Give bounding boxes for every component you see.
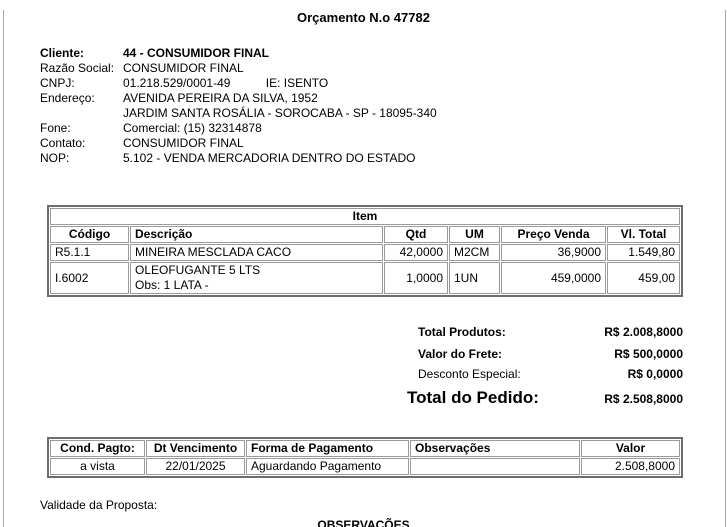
client-row-cliente: Cliente: 44 - CONSUMIDOR FINAL [40,46,727,61]
total-pedido-value: R$ 2.508,8000 [604,392,683,406]
client-label: Cliente: [40,46,85,60]
items-header-row: Código Descrição Qtd UM Preço Venda Vl. … [50,226,680,243]
payment-valor: 2.508,8000 [581,458,680,475]
item-qtd: 1,0000 [384,262,448,294]
client-row-endereco: Endereço: AVENIDA PEREIRA DA SILVA, 1952… [40,91,727,121]
item-descricao-line: OLEOFUGANTE 5 LTS [135,263,261,277]
payment-row: a vista 22/01/2025 Aguardando Pagamento … [50,458,680,475]
total-produtos-label: Total Produtos: [418,325,506,339]
item-descricao-line: MINEIRA MESCLADA CACO [135,245,292,259]
client-row-contato: Contato: CONSUMIDOR FINAL [40,136,727,151]
col-header-descricao: Descrição [130,226,383,243]
client-info-block: Cliente: 44 - CONSUMIDOR FINAL Razão Soc… [40,46,727,166]
totals-block: Total Produtos: R$ 2.008,8000 Valor do F… [407,325,683,408]
client-label: Endereço: [40,91,95,105]
col-header-forma-pagamento: Forma de Pagamento [246,440,409,457]
item-um: M2CM [449,244,500,261]
client-value: 01.218.529/0001-49 IE: ISENTO [123,76,328,91]
client-value: CONSUMIDOR FINAL [123,61,244,75]
client-label: CNPJ: [40,76,75,90]
payment-obs [410,458,580,475]
total-pedido-row: Total do Pedido: R$ 2.508,8000 [407,388,683,408]
client-row-nop: NOP: 5.102 - VENDA MERCADORIA DENTRO DO … [40,151,727,166]
desconto-especial-label: Desconto Especial: [418,367,521,381]
total-produtos-row: Total Produtos: R$ 2.008,8000 [407,325,683,339]
item-vl-total: 459,00 [607,262,680,294]
total-pedido-label: Total do Pedido: [407,388,539,407]
client-value: AVENIDA PEREIRA DA SILVA, 1952 JARDIM SA… [123,91,437,121]
item-qtd: 42,0000 [384,244,448,261]
client-value: CONSUMIDOR FINAL [123,136,244,150]
item-row: R5.1.1 MINEIRA MESCLADA CACO 42,0000 M2C… [50,244,680,261]
col-header-dt-vencimento: Dt Vencimento [146,440,245,457]
col-header-valor: Valor [581,440,680,457]
client-value: 5.102 - VENDA MERCADORIA DENTRO DO ESTAD… [123,151,416,165]
client-label: Fone: [40,121,71,135]
client-label: Razão Social: [40,61,115,75]
client-label: NOP: [40,151,70,165]
item-vl-total: 1.549,80 [607,244,680,261]
item-row: I.6002 OLEOFUGANTE 5 LTS Obs: 1 LATA - 1… [50,262,680,294]
ie-value: IE: ISENTO [265,76,329,90]
item-descricao: MINEIRA MESCLADA CACO [130,244,383,261]
payment-cond: a vista [50,458,145,475]
col-header-preco-venda: Preço Venda [501,226,606,243]
payment-forma: Aguardando Pagamento [246,458,409,475]
valor-frete-value: R$ 500,0000 [614,347,683,361]
page-title: Orçamento N.o 47782 [297,10,430,25]
item-codigo: R5.1.1 [50,244,129,261]
client-row-cnpj: CNPJ: 01.218.529/0001-49 IE: ISENTO [40,76,727,91]
col-header-cond-pagto: Cond. Pagto: [50,440,145,457]
total-produtos-value: R$ 2.008,8000 [604,325,683,339]
col-header-observacoes: Observações [410,440,580,457]
items-table: Item Código Descrição Qtd UM Preço Venda… [47,205,683,297]
address-line-1: AVENIDA PEREIRA DA SILVA, 1952 [123,91,318,105]
valor-frete-row: Valor do Frete: R$ 500,0000 [407,347,683,361]
observacoes-title: OBSERVAÇÕES [317,518,410,527]
payment-header-row: Cond. Pagto: Dt Vencimento Forma de Paga… [50,440,680,457]
payment-venc: 22/01/2025 [146,458,245,475]
validade-proposta-label: Validade da Proposta: [40,498,158,512]
client-row-razao-social: Razão Social: CONSUMIDOR FINAL [40,61,727,76]
item-preco-venda: 459,0000 [501,262,606,294]
col-header-qtd: Qtd [384,226,448,243]
desconto-especial-value: R$ 0,0000 [627,367,683,381]
client-value: Comercial: (15) 32314878 [123,121,262,135]
items-group-header: Item [50,208,680,225]
item-um: 1UN [449,262,500,294]
desconto-especial-row: Desconto Especial: R$ 0,0000 [407,367,683,381]
item-descricao-obs: Obs: 1 LATA - [135,278,209,292]
address-line-2: JARDIM SANTA ROSÁLIA - SOROCABA - SP - 1… [123,106,437,120]
valor-frete-label: Valor do Frete: [418,347,503,361]
item-codigo: I.6002 [50,262,129,294]
client-value: 44 - CONSUMIDOR FINAL [123,46,270,60]
items-group-header-row: Item [50,208,680,225]
col-header-codigo: Código [50,226,129,243]
col-header-um: UM [449,226,500,243]
page-edge-left [3,10,4,527]
payment-table: Cond. Pagto: Dt Vencimento Forma de Paga… [47,437,683,478]
item-descricao: OLEOFUGANTE 5 LTS Obs: 1 LATA - [130,262,383,294]
item-preco-venda: 36,9000 [501,244,606,261]
cnpj-value: 01.218.529/0001-49 [123,76,231,90]
client-label: Contato: [40,136,86,150]
col-header-vl-total: Vl. Total [607,226,680,243]
client-row-fone: Fone: Comercial: (15) 32314878 [40,121,727,136]
page-edge-right [725,10,726,527]
